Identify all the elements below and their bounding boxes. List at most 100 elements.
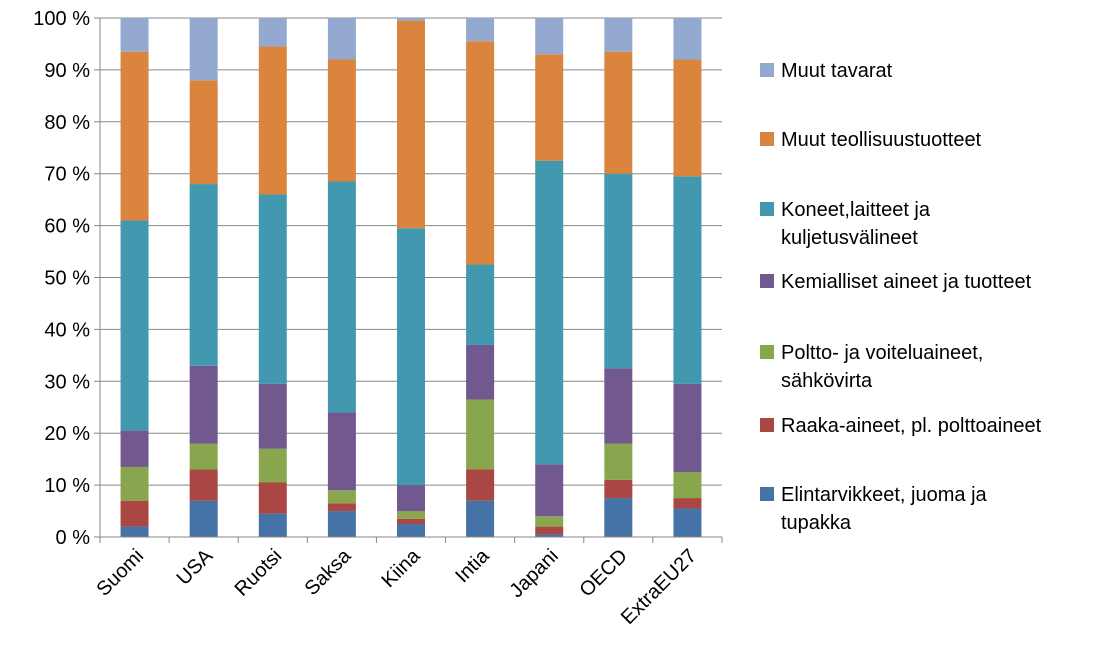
x-tick-label: Suomi bbox=[92, 545, 148, 601]
legend-label: Elintarvikkeet, juoma ja tupakka bbox=[781, 484, 987, 534]
x-axis-ticks: Suomi USA Ruotsi Saksa Kiina Intia Japani OECDE… bbox=[92, 537, 723, 629]
bar-segment bbox=[466, 264, 495, 345]
bar-segment bbox=[604, 498, 633, 537]
legend-swatch bbox=[760, 274, 774, 288]
x-tick-label: ExtraEU27 bbox=[617, 545, 701, 629]
bar-segment bbox=[604, 173, 633, 369]
bar-segment bbox=[258, 46, 287, 195]
bar-segment bbox=[466, 469, 495, 501]
x-tick-label: Japani bbox=[506, 545, 563, 602]
legend-label: Kemialliset aineet ja tuotteet bbox=[781, 271, 1032, 293]
bar-segment bbox=[258, 18, 287, 47]
bar-segment bbox=[466, 344, 495, 400]
bar-segment bbox=[604, 368, 633, 444]
legend-item-muut-teollisuustuotteet: Muut teollisuustuotteet bbox=[760, 126, 1111, 154]
legend-swatch bbox=[760, 487, 774, 501]
bar-segment bbox=[327, 18, 356, 60]
bar-segment bbox=[604, 479, 633, 499]
bar-segment bbox=[189, 469, 218, 501]
bar-segment bbox=[189, 18, 218, 81]
y-tick-label: 0 % bbox=[56, 527, 91, 549]
bar-segment bbox=[189, 80, 218, 185]
bar-segment bbox=[535, 534, 564, 537]
legend-item-raaka-aineet: Raaka-aineet, pl. polttoaineet bbox=[760, 412, 1111, 440]
bar-segment bbox=[604, 51, 633, 174]
bar-segment bbox=[397, 18, 425, 21]
bar-segment bbox=[120, 466, 149, 501]
legend-swatch bbox=[760, 202, 774, 216]
bar-segment bbox=[535, 464, 564, 517]
bar-segment bbox=[120, 430, 149, 467]
bar-segment bbox=[120, 220, 149, 431]
bar-segment bbox=[604, 443, 633, 480]
bar-segment bbox=[604, 18, 633, 52]
bar-segment bbox=[535, 160, 564, 465]
bar-segment bbox=[258, 194, 287, 384]
x-tick-label: Kiina bbox=[378, 544, 426, 592]
bar-segment bbox=[189, 184, 218, 366]
y-tick-label: 90 % bbox=[44, 60, 90, 82]
legend-swatch bbox=[760, 418, 774, 432]
bar-segment bbox=[120, 500, 149, 527]
bar-segment bbox=[673, 383, 702, 473]
bar-segment bbox=[673, 59, 702, 177]
bar-segment bbox=[189, 365, 218, 444]
x-tick-label: Ruotsi bbox=[231, 545, 287, 601]
bar-segment bbox=[535, 526, 564, 535]
bar-segment bbox=[258, 513, 287, 537]
legend-label: Poltto- ja voiteluaineet, sähkövirta bbox=[781, 342, 984, 392]
bar-segment bbox=[258, 383, 287, 449]
bar-segment bbox=[258, 448, 287, 483]
legend-item-muut-tavarat: Muut tavarat bbox=[760, 57, 1111, 85]
bar-segment bbox=[327, 490, 356, 504]
bar-segment bbox=[327, 412, 356, 491]
legend-swatch bbox=[760, 132, 774, 146]
y-tick-label: 70 % bbox=[44, 164, 90, 186]
bar-segment bbox=[673, 508, 702, 537]
bar-segment bbox=[673, 18, 702, 60]
legend-item-poltto: Poltto- ja voiteluaineet, sähkövirta bbox=[760, 339, 1041, 395]
x-tick-label: OECD bbox=[575, 545, 631, 601]
legend-item-kemialliset: Kemialliset aineet ja tuotteet bbox=[760, 268, 1111, 296]
y-axis-ticks: 0 % 10 % 20 % 30 % 40 % 50 % 60 % 70 % 80 % 90 % 1… bbox=[33, 8, 100, 549]
bar-segment bbox=[327, 511, 356, 537]
bar-segment bbox=[673, 498, 702, 509]
legend-item-elintarvikkeet: Elintarvikkeet, juoma ja tupakka bbox=[760, 481, 1041, 537]
x-tick-label: Intia bbox=[451, 544, 494, 587]
bars bbox=[120, 18, 702, 537]
legend-label: Koneet,laitteet ja kuljetusvälineet bbox=[781, 199, 930, 249]
bar-segment bbox=[120, 51, 149, 221]
bar-segment bbox=[535, 516, 564, 527]
bar-segment bbox=[535, 18, 564, 55]
bar-segment bbox=[535, 54, 564, 161]
legend-item-koneet: Koneet,laitteet ja kuljetusvälineet bbox=[760, 196, 1011, 252]
bar-segment bbox=[327, 503, 356, 512]
y-tick-label: 10 % bbox=[44, 475, 90, 497]
y-tick-label: 60 % bbox=[44, 216, 90, 238]
bar-segment bbox=[397, 485, 425, 512]
y-tick-label: 80 % bbox=[44, 112, 90, 134]
bar-segment bbox=[466, 399, 495, 470]
bar-segment bbox=[189, 500, 218, 537]
x-tick-label: Saksa bbox=[301, 544, 356, 599]
bar-segment bbox=[397, 518, 425, 525]
bar-segment bbox=[189, 443, 218, 470]
bar-segment bbox=[397, 228, 425, 486]
bar-segment bbox=[397, 524, 425, 537]
bar-segment bbox=[397, 20, 425, 229]
legend-swatch bbox=[760, 63, 774, 77]
y-tick-label: 30 % bbox=[44, 371, 90, 393]
y-tick-label: 100 % bbox=[33, 8, 90, 30]
legend-swatch bbox=[760, 345, 774, 359]
bar-segment bbox=[120, 526, 149, 537]
y-tick-label: 50 % bbox=[44, 268, 90, 290]
y-tick-label: 20 % bbox=[44, 423, 90, 445]
bar-segment bbox=[397, 511, 425, 519]
bar-segment bbox=[673, 472, 702, 499]
bar-segment bbox=[466, 41, 495, 265]
bar-segment bbox=[327, 59, 356, 182]
bar-segment bbox=[673, 176, 702, 384]
bar-segment bbox=[120, 18, 149, 52]
y-tick-label: 40 % bbox=[44, 319, 90, 341]
